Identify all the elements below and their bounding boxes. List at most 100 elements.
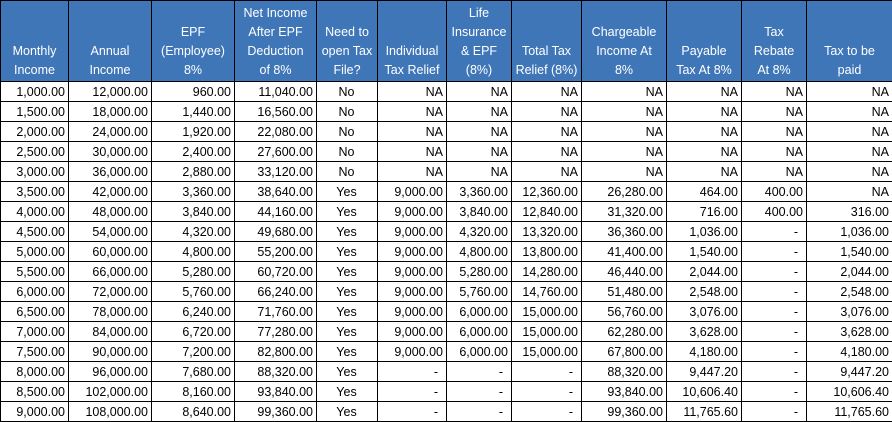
header-line: 8% bbox=[183, 63, 203, 77]
header-line: Deduction bbox=[247, 44, 304, 58]
table-cell: 67,800.00 bbox=[581, 341, 667, 362]
table-cell: 7,200.00 bbox=[151, 341, 235, 362]
table-cell: 12,360.00 bbox=[511, 181, 582, 202]
table-cell: 5,500.00 bbox=[0, 261, 69, 282]
table-cell: 60,720.00 bbox=[234, 261, 317, 282]
table-cell: 1,920.00 bbox=[151, 121, 235, 142]
table-cell: NA bbox=[511, 121, 582, 142]
table-cell: - bbox=[741, 221, 807, 242]
table-row: 6,500.00 78,000.00 6,240.00 71,760.00 Yes 9,0… bbox=[0, 301, 892, 322]
header-line: At 8% bbox=[757, 63, 791, 77]
table-cell: 4,320.00 bbox=[446, 221, 512, 242]
table-cell: 90,000.00 bbox=[68, 341, 152, 362]
header-line: Tax bbox=[764, 25, 784, 39]
table-cell: NA bbox=[581, 161, 667, 182]
table-row: 8,000.00 96,000.00 7,680.00 88,320.00 Yes - - -… bbox=[0, 361, 892, 382]
table-cell: 8,640.00 bbox=[151, 401, 235, 422]
table-cell: NA bbox=[581, 121, 667, 142]
table-cell: 400.00 bbox=[741, 201, 807, 222]
table-cell: 84,000.00 bbox=[68, 321, 152, 342]
table-cell: NA bbox=[511, 81, 582, 102]
table-cell: 5,000.00 bbox=[0, 241, 69, 262]
table-cell: NA bbox=[666, 161, 742, 182]
table-cell: NA bbox=[741, 161, 807, 182]
table-cell: NA bbox=[377, 81, 447, 102]
table-cell: 6,000.00 bbox=[446, 301, 512, 322]
header-line: Payable bbox=[681, 44, 727, 58]
header-line: Life bbox=[468, 6, 490, 20]
table-cell: 4,800.00 bbox=[446, 241, 512, 262]
table-cell: 1,440.00 bbox=[151, 101, 235, 122]
table-cell: No bbox=[316, 141, 378, 162]
table-cell: NA bbox=[511, 161, 582, 182]
table-cell: NA bbox=[806, 101, 892, 122]
table-cell: NA bbox=[446, 121, 512, 142]
table-cell: 3,360.00 bbox=[446, 181, 512, 202]
table-row: 4,000.00 48,000.00 3,840.00 44,160.00 Yes 9,0… bbox=[0, 201, 892, 222]
table-cell: 66,240.00 bbox=[234, 281, 317, 302]
column-header: Individual Tax Relief bbox=[377, 0, 447, 82]
table-row: 3,000.00 36,000.00 2,880.00 33,120.00 No NA NA… bbox=[0, 161, 892, 182]
table-cell: NA bbox=[806, 161, 892, 182]
table-cell: No bbox=[316, 121, 378, 142]
table-cell: 9,000.00 bbox=[377, 181, 447, 202]
table-cell: - bbox=[511, 381, 582, 402]
table-cell: Yes bbox=[316, 201, 378, 222]
header-line: Annual bbox=[90, 44, 130, 58]
header-line: EPF bbox=[180, 25, 206, 39]
table-cell: 51,480.00 bbox=[581, 281, 667, 302]
column-header: Monthly Income bbox=[0, 0, 69, 82]
table-cell: 15,000.00 bbox=[511, 341, 582, 362]
table-row: 7,000.00 84,000.00 6,720.00 77,280.00 Yes 9,0… bbox=[0, 321, 892, 342]
table-cell: 2,880.00 bbox=[151, 161, 235, 182]
table-cell: 66,000.00 bbox=[68, 261, 152, 282]
column-header: Payable Tax At 8% bbox=[666, 0, 742, 82]
table-cell: 4,320.00 bbox=[151, 221, 235, 242]
table-cell: 3,628.00 bbox=[806, 321, 892, 342]
table-cell: Yes bbox=[316, 341, 378, 362]
table-cell: 2,000.00 bbox=[0, 121, 69, 142]
table-cell: 88,320.00 bbox=[234, 361, 317, 382]
table-cell: 6,000.00 bbox=[446, 341, 512, 362]
table-cell: NA bbox=[377, 141, 447, 162]
table-cell: Yes bbox=[316, 401, 378, 422]
table-cell: 88,320.00 bbox=[581, 361, 667, 382]
table-cell: 41,400.00 bbox=[581, 241, 667, 262]
header-line: open Tax bbox=[321, 44, 373, 58]
table-row: 9,000.00 108,000.00 8,640.00 99,360.00 Yes - -… bbox=[0, 401, 892, 422]
table-cell: 60,000.00 bbox=[68, 241, 152, 262]
table-cell: - bbox=[741, 241, 807, 262]
table-cell: 5,280.00 bbox=[151, 261, 235, 282]
table-cell: 960.00 bbox=[151, 81, 235, 102]
table-cell: NA bbox=[446, 81, 512, 102]
table-cell: 2,044.00 bbox=[806, 261, 892, 282]
table-cell: NA bbox=[806, 121, 892, 142]
table-cell: 8,500.00 bbox=[0, 381, 69, 402]
table-cell: 1,540.00 bbox=[806, 241, 892, 262]
header-line: Insurance bbox=[451, 25, 507, 39]
table-cell: - bbox=[377, 361, 447, 382]
table-row: 5,000.00 60,000.00 4,800.00 55,200.00 Yes 9,0… bbox=[0, 241, 892, 262]
table-cell: - bbox=[511, 361, 582, 382]
header-row: Monthly Income Annual Income EPF (Employee) 8%… bbox=[0, 0, 892, 82]
table-cell: 2,044.00 bbox=[666, 261, 742, 282]
table-cell: 102,000.00 bbox=[68, 381, 152, 402]
table-cell: 44,160.00 bbox=[234, 201, 317, 222]
table-cell: 56,760.00 bbox=[581, 301, 667, 322]
table-cell: 9,000.00 bbox=[377, 241, 447, 262]
table-cell: 77,280.00 bbox=[234, 321, 317, 342]
header-line: File? bbox=[333, 63, 361, 77]
table-row: 3,500.00 42,000.00 3,360.00 38,640.00 Yes 9,0… bbox=[0, 181, 892, 202]
table-cell: 1,540.00 bbox=[666, 241, 742, 262]
table-cell: 6,000.00 bbox=[446, 321, 512, 342]
table-cell: Yes bbox=[316, 301, 378, 322]
table-cell: 33,120.00 bbox=[234, 161, 317, 182]
table-cell: No bbox=[316, 101, 378, 122]
table-cell: 5,760.00 bbox=[151, 281, 235, 302]
table-cell: 3,500.00 bbox=[0, 181, 69, 202]
table-cell: 8,000.00 bbox=[0, 361, 69, 382]
table-cell: NA bbox=[741, 121, 807, 142]
table-cell: NA bbox=[511, 141, 582, 162]
table-cell: 1,036.00 bbox=[806, 221, 892, 242]
